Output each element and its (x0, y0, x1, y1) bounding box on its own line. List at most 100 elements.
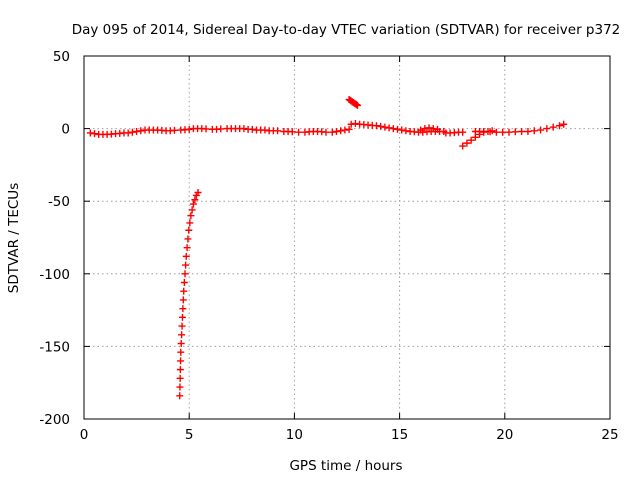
data-point (184, 235, 192, 243)
data-point (518, 128, 526, 136)
data-point (398, 126, 406, 134)
data-point (354, 101, 362, 109)
data-point (124, 129, 132, 137)
data-point (188, 206, 196, 214)
data-point (328, 128, 336, 136)
data-point (377, 122, 385, 130)
data-point (185, 226, 193, 234)
data-point (492, 128, 500, 136)
data-point (186, 219, 194, 227)
chart-title: Day 095 of 2014, Sidereal Day-to-day VTE… (72, 22, 621, 38)
y-axis-label: SDTVAR / TECUs (6, 183, 22, 293)
data-point (505, 128, 513, 136)
data-point (402, 127, 410, 135)
data-point (511, 128, 519, 136)
data-point (178, 331, 186, 339)
x-tick-label: 0 (80, 427, 89, 443)
data-point (530, 127, 538, 135)
data-point (389, 125, 397, 133)
data-point (459, 128, 467, 136)
data-point (560, 120, 568, 128)
data-point (182, 252, 190, 260)
data-point (176, 383, 184, 391)
data-point (217, 125, 225, 133)
data-point (480, 128, 488, 136)
data-point (332, 128, 340, 136)
data-point (385, 124, 393, 132)
data-point (543, 125, 551, 133)
data-point (524, 128, 532, 136)
data-point (179, 305, 187, 313)
x-axis-label: GPS time / hours (289, 458, 402, 474)
data-point (499, 128, 507, 136)
data-point (322, 128, 330, 136)
data-point (274, 127, 282, 135)
data-point (345, 125, 353, 133)
data-point (86, 129, 94, 137)
axes-layer: 0 5 10 15 20 25 50 0 -50 -100 -150 -200 (39, 49, 618, 443)
data-point (178, 313, 186, 321)
data-point (372, 122, 380, 130)
y-tick-label: -150 (39, 339, 70, 355)
data-point (248, 125, 256, 133)
data-point (178, 322, 186, 330)
data-point (417, 126, 425, 134)
data-point (185, 125, 193, 133)
data-point (486, 128, 494, 136)
x-tick-label: 5 (185, 427, 194, 443)
data-point (133, 128, 141, 136)
data-points (86, 96, 568, 400)
data-point (433, 125, 441, 133)
data-point (421, 125, 429, 133)
data-point (261, 126, 269, 134)
data-point (181, 270, 189, 278)
data-point (177, 348, 185, 356)
data-point (176, 392, 184, 400)
data-point (176, 374, 184, 382)
data-point (341, 126, 349, 134)
data-point (425, 124, 433, 132)
data-point (549, 123, 557, 131)
data-point (463, 139, 471, 147)
data-point (128, 128, 136, 136)
data-point (556, 122, 564, 130)
data-point (202, 125, 210, 133)
data-point (170, 126, 178, 134)
data-point (187, 212, 195, 220)
x-tick-label: 20 (496, 427, 513, 443)
data-point (176, 366, 184, 374)
plot-frame (83, 55, 611, 420)
data-point (189, 200, 197, 208)
data-point (91, 130, 99, 138)
data-point (467, 136, 475, 144)
y-tick-label: -50 (48, 194, 70, 210)
data-point (191, 196, 199, 204)
y-tick-label: 50 (53, 49, 70, 65)
y-tick-label: 0 (61, 122, 70, 138)
data-point (459, 142, 467, 150)
data-point (347, 120, 355, 128)
data-point (393, 125, 401, 133)
data-point (240, 125, 248, 133)
x-tick-label: 25 (601, 427, 618, 443)
data-point (351, 120, 359, 128)
data-point (183, 244, 191, 252)
y-tick-label: -100 (39, 267, 70, 283)
data-point (177, 357, 185, 365)
data-point (182, 261, 190, 269)
data-point (137, 127, 145, 135)
grid-layer (84, 56, 610, 419)
x-tick-label: 15 (391, 427, 408, 443)
data-point (337, 127, 345, 135)
data-point (429, 125, 437, 133)
data-point (180, 279, 188, 287)
data-point (537, 126, 545, 134)
data-point (177, 339, 185, 347)
y-tick-label: -200 (39, 412, 70, 428)
data-point (179, 296, 187, 304)
data-point (295, 128, 303, 136)
data-point (381, 123, 389, 131)
x-tick-label: 10 (286, 427, 303, 443)
data-point (352, 101, 360, 109)
data-point (194, 188, 202, 196)
